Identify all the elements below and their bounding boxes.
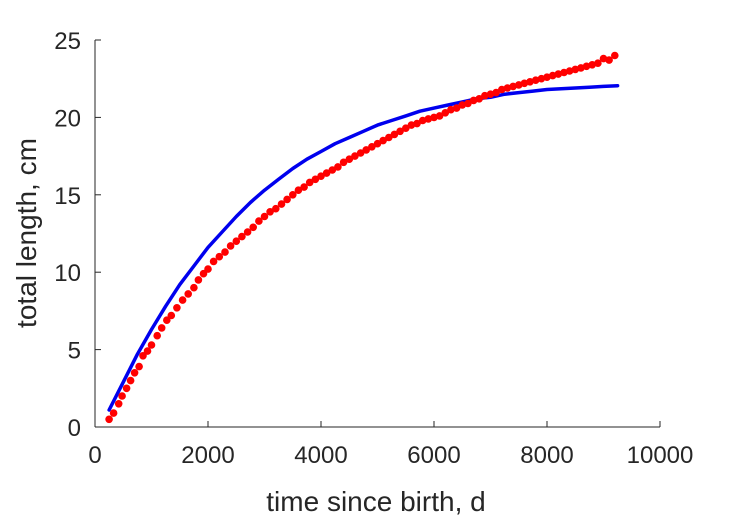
y-tick-label: 10 <box>54 260 81 287</box>
y-axis-label: total length, cm <box>11 138 42 328</box>
data-point <box>215 252 224 261</box>
data-point <box>492 88 500 97</box>
data-point <box>396 127 404 136</box>
data-point <box>277 200 286 208</box>
data-point <box>139 352 147 360</box>
data-point <box>289 191 297 199</box>
x-tick-label: 8000 <box>520 442 573 469</box>
data-point <box>194 276 203 284</box>
data-point <box>153 331 161 340</box>
data-point <box>328 166 337 174</box>
x-tick-label: 4000 <box>294 442 347 469</box>
data-point <box>232 237 241 245</box>
data-point <box>452 104 461 112</box>
data-point <box>385 133 393 142</box>
axis-ticks: 0 2000 4000 6000 8000 10000 0 5 10 15 20 25 <box>54 28 693 469</box>
data-point <box>509 82 517 91</box>
x-tick-label: 10000 <box>627 442 694 469</box>
y-tick-label: 20 <box>54 105 81 132</box>
data-point <box>272 204 280 213</box>
data-point <box>266 208 274 216</box>
data-point <box>163 316 171 325</box>
data-point <box>317 172 325 180</box>
data-point <box>345 155 354 163</box>
data-point <box>402 124 410 132</box>
data-point <box>390 130 399 139</box>
data-point <box>554 70 563 78</box>
data-point <box>167 311 176 320</box>
data-point <box>588 61 596 69</box>
data-point <box>543 73 551 81</box>
data-point <box>130 369 139 377</box>
data-point <box>135 362 143 371</box>
data-point <box>339 158 348 167</box>
data-point <box>611 51 619 60</box>
data-point <box>122 384 131 393</box>
data-point <box>147 341 156 349</box>
data-point <box>209 257 218 266</box>
data-point <box>184 290 192 298</box>
data-point <box>464 99 472 108</box>
data-point <box>300 183 308 191</box>
data-point <box>531 76 540 84</box>
data-point <box>173 304 181 312</box>
data-point <box>109 409 118 417</box>
y-tick-label: 5 <box>68 338 81 365</box>
data-point <box>243 228 252 236</box>
y-tick-label: 0 <box>68 415 81 442</box>
x-tick-label: 0 <box>88 442 101 469</box>
data-point <box>204 265 212 273</box>
axes <box>94 40 660 428</box>
x-tick-label: 6000 <box>407 442 460 469</box>
data-point <box>526 78 534 86</box>
x-tick-label: 2000 <box>181 442 234 469</box>
data-point <box>190 283 198 292</box>
data-point <box>260 212 269 221</box>
data-point <box>379 136 387 145</box>
data-point <box>368 143 376 151</box>
data-point <box>221 248 229 256</box>
data-point <box>226 242 235 250</box>
data-point <box>118 392 126 400</box>
data-point <box>143 347 152 355</box>
data-point <box>475 95 484 103</box>
data-point <box>126 376 135 385</box>
data-point <box>322 169 331 177</box>
series-layer <box>105 51 620 424</box>
data-point <box>373 139 382 148</box>
data-point <box>105 415 113 424</box>
data-point <box>582 62 591 71</box>
data-point <box>311 175 320 184</box>
data-point <box>305 178 314 187</box>
data-point <box>255 217 263 225</box>
data-point <box>447 105 455 114</box>
fit-curve-line <box>107 83 620 412</box>
data-point <box>565 67 574 75</box>
y-tick-label: 15 <box>54 183 81 210</box>
data-point <box>605 56 613 64</box>
y-tick-label: 25 <box>54 28 81 55</box>
data-point <box>413 119 421 128</box>
data-point <box>362 146 371 154</box>
data-point <box>294 186 303 194</box>
data-point <box>114 400 123 408</box>
data-point <box>178 296 187 304</box>
data-point <box>481 91 489 100</box>
data-point <box>441 109 450 117</box>
data-point <box>424 115 433 123</box>
data-point <box>249 223 257 232</box>
data-point <box>283 195 291 204</box>
data-point <box>435 112 444 120</box>
data-point <box>594 59 602 67</box>
x-axis-label: time since birth, d <box>266 486 485 517</box>
data-point <box>238 232 246 241</box>
data-point <box>351 152 359 160</box>
data-point <box>356 149 365 157</box>
data-point <box>334 163 342 171</box>
data-point <box>157 324 166 332</box>
data-point <box>503 84 512 92</box>
